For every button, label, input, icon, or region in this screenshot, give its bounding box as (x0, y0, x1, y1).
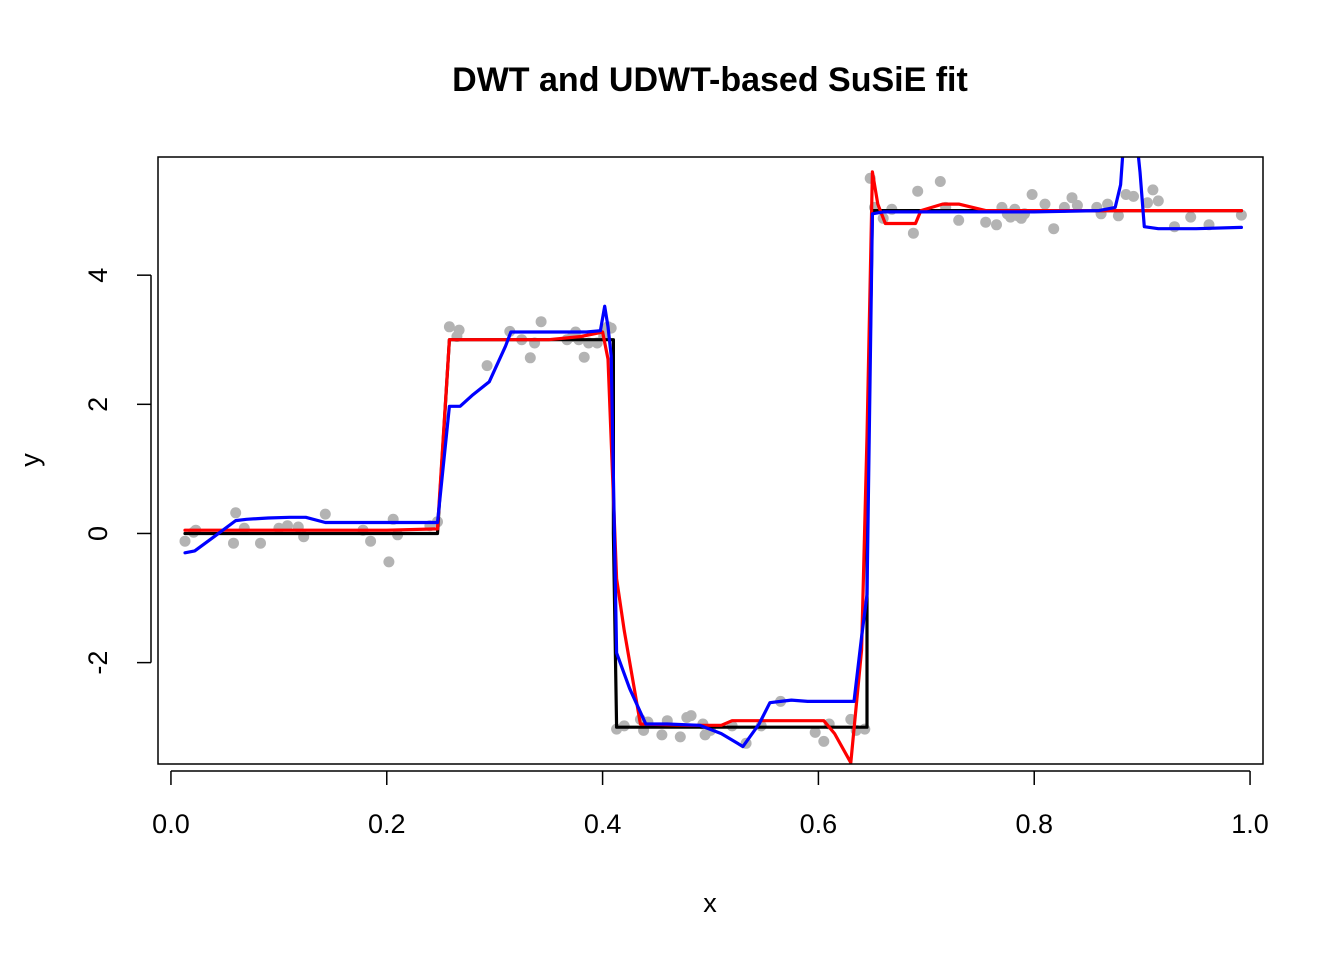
x-tick-label: 0.4 (584, 809, 622, 839)
data-point (1235, 209, 1247, 221)
data-point (179, 535, 191, 547)
plot-frame (157, 156, 1264, 765)
x-tick-label: 0.8 (1015, 809, 1053, 839)
data-point (578, 351, 590, 363)
chart-title: DWT and UDWT-based SuSiE fit (452, 61, 968, 99)
data-point (912, 185, 924, 197)
data-point (1152, 195, 1164, 207)
data-points (179, 172, 1247, 749)
data-point (443, 321, 455, 333)
y-tick-label: 2 (83, 397, 113, 412)
data-point (934, 176, 946, 187)
data-point (685, 710, 697, 722)
data-point (1039, 198, 1051, 210)
data-point (674, 731, 686, 743)
data-point (1185, 211, 1197, 223)
data-point (255, 537, 266, 549)
data-point (1026, 189, 1038, 200)
data-point (282, 520, 293, 532)
data-point (859, 723, 871, 735)
y-tick-label: -2 (83, 651, 113, 675)
x-axis: 0.0 0.2 0.4 0.6 0.8 1.0 (152, 770, 1269, 839)
x-tick-label: 0.2 (368, 809, 406, 839)
y-tick-label: 4 (83, 268, 113, 283)
data-point (524, 352, 536, 364)
data-point (1066, 192, 1078, 204)
data-point (980, 216, 992, 228)
series-lines (183, 157, 1244, 764)
series-line-3 (183, 157, 1244, 749)
y-axis: -2 0 2 4 (83, 268, 152, 675)
data-point (809, 726, 821, 738)
data-point (953, 214, 965, 226)
data-point (656, 729, 668, 741)
x-tick-label: 0.6 (800, 809, 838, 839)
data-point (818, 735, 830, 747)
data-point (230, 507, 242, 519)
data-point (1169, 221, 1180, 233)
data-point (319, 508, 331, 520)
x-tick-label: 1.0 (1231, 809, 1269, 839)
data-point (453, 324, 465, 336)
x-tick-label: 0.0 (152, 809, 190, 839)
series-line-2 (183, 170, 1244, 764)
series-line-1 (183, 209, 1244, 729)
data-point (1147, 184, 1159, 196)
data-point (1142, 197, 1153, 209)
data-point (907, 227, 919, 239)
data-point (1112, 210, 1124, 222)
y-axis-label: y (15, 453, 45, 467)
data-point (1071, 199, 1083, 211)
x-axis-label: x (703, 888, 717, 918)
data-point (383, 556, 395, 568)
data-point (1128, 190, 1139, 202)
data-point (481, 360, 493, 372)
data-point (991, 219, 1002, 231)
data-point (535, 316, 547, 328)
y-tick-label: 0 (83, 526, 113, 541)
data-point (365, 535, 377, 547)
data-point (1048, 223, 1060, 235)
data-point (228, 537, 239, 549)
